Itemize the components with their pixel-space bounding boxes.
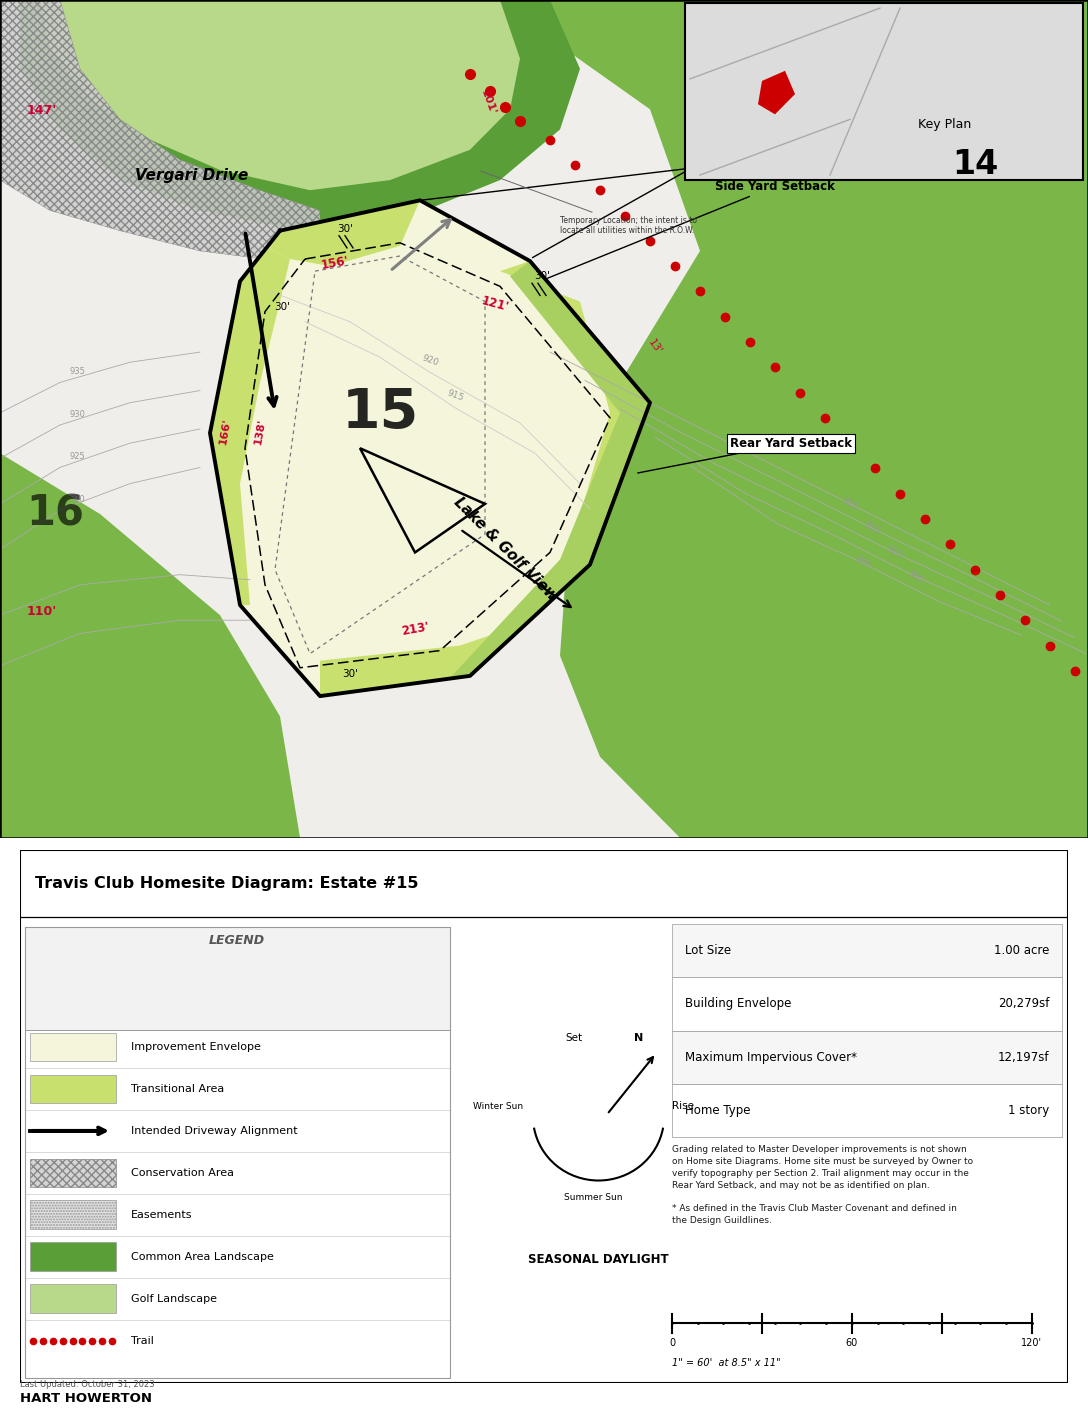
Text: 16: 16 — [26, 493, 84, 535]
Text: Set: Set — [566, 1033, 583, 1043]
Polygon shape — [0, 453, 300, 838]
Text: 20,279sf: 20,279sf — [998, 997, 1050, 1011]
Text: Improvement Envelope: Improvement Envelope — [131, 1042, 261, 1052]
Text: Lake & Golf View: Lake & Golf View — [450, 494, 559, 604]
Text: Vergari Drive: Vergari Drive — [135, 168, 248, 183]
Polygon shape — [210, 231, 290, 605]
Text: 156': 156' — [320, 255, 350, 272]
Text: 910: 910 — [885, 545, 904, 560]
Text: Building Envelope: Building Envelope — [684, 997, 791, 1011]
Text: 0: 0 — [669, 1338, 675, 1347]
Text: 121': 121' — [480, 294, 510, 314]
Text: 110': 110' — [27, 605, 58, 618]
Text: 15: 15 — [342, 386, 419, 439]
FancyBboxPatch shape — [685, 3, 1083, 180]
Text: 920: 920 — [420, 353, 440, 367]
Text: 213': 213' — [400, 621, 430, 638]
Bar — [672, 1084, 1062, 1138]
Text: 13': 13' — [646, 338, 664, 356]
Polygon shape — [0, 0, 320, 260]
Text: 147': 147' — [27, 104, 58, 117]
Text: Home Type: Home Type — [684, 1104, 750, 1117]
Polygon shape — [20, 0, 580, 231]
Text: 30': 30' — [342, 669, 358, 679]
Text: 915: 915 — [445, 389, 465, 403]
Text: Rise: Rise — [672, 1101, 694, 1111]
Text: LEGEND: LEGEND — [209, 934, 264, 948]
Text: 138': 138' — [252, 417, 268, 445]
Bar — [30, 1159, 116, 1187]
Text: N: N — [634, 1033, 643, 1043]
Bar — [30, 1032, 116, 1062]
Text: Intended Driveway Alignment: Intended Driveway Alignment — [131, 1126, 297, 1136]
Text: 166': 166' — [218, 417, 232, 445]
Text: Common Area Landscape: Common Area Landscape — [131, 1252, 274, 1262]
Text: 930: 930 — [70, 410, 86, 418]
Text: 900: 900 — [852, 555, 871, 570]
Bar — [25, 928, 449, 1377]
Text: 12,197sf: 12,197sf — [998, 1050, 1050, 1063]
Text: Travis Club Homesite Diagram: Estate #15: Travis Club Homesite Diagram: Estate #15 — [35, 876, 419, 891]
Text: 120': 120' — [1022, 1338, 1042, 1347]
Text: Trail: Trail — [131, 1336, 153, 1346]
Text: Property Line: Property Line — [532, 122, 805, 258]
Text: 915: 915 — [863, 520, 881, 536]
Polygon shape — [490, 0, 1088, 838]
Text: Rear Yard Setback: Rear Yard Setback — [638, 436, 852, 473]
Text: Last Updated: October 31, 2023: Last Updated: October 31, 2023 — [20, 1380, 154, 1390]
Text: Winter Sun: Winter Sun — [473, 1102, 523, 1111]
Polygon shape — [758, 70, 795, 114]
Text: 101': 101' — [479, 89, 497, 117]
Polygon shape — [450, 260, 650, 677]
Text: Grading related to Master Developer improvements is not shown
on Home site Diagr: Grading related to Master Developer impr… — [672, 1145, 973, 1225]
Text: 920: 920 — [840, 496, 860, 513]
Bar — [30, 1242, 116, 1271]
Polygon shape — [40, 0, 520, 190]
Bar — [672, 924, 1062, 977]
Text: 14: 14 — [952, 148, 998, 182]
Polygon shape — [500, 260, 650, 565]
Polygon shape — [320, 635, 490, 696]
Text: Transitional Area: Transitional Area — [131, 1084, 224, 1094]
Text: Side Yard Setback: Side Yard Setback — [547, 180, 834, 279]
Text: 925: 925 — [70, 452, 86, 462]
Bar — [30, 1284, 116, 1314]
Text: 30': 30' — [534, 272, 551, 282]
Text: 920: 920 — [70, 494, 86, 504]
Text: 30': 30' — [337, 224, 353, 234]
Text: Easements: Easements — [131, 1209, 193, 1219]
Text: Golf Landscape: Golf Landscape — [131, 1294, 217, 1304]
Bar — [672, 977, 1062, 1031]
Polygon shape — [270, 200, 420, 266]
Text: Conservation Area: Conservation Area — [131, 1167, 234, 1178]
Text: 1" = 60'  at 8.5" x 11": 1" = 60' at 8.5" x 11" — [672, 1359, 780, 1369]
Polygon shape — [0, 0, 1088, 838]
Text: Temporary Location; the intent is to
locate all utilities within the R.O.W.: Temporary Location; the intent is to loc… — [481, 170, 697, 235]
Text: 1.00 acre: 1.00 acre — [994, 945, 1050, 957]
Polygon shape — [210, 200, 650, 696]
Text: 905: 905 — [906, 569, 926, 584]
Text: Lot Size: Lot Size — [684, 945, 731, 957]
Bar — [25, 928, 449, 1029]
Text: 30': 30' — [274, 301, 290, 311]
Text: HART HOWERTON: HART HOWERTON — [20, 1393, 151, 1405]
Text: 935: 935 — [70, 367, 86, 376]
Text: Summer Sun: Summer Sun — [564, 1194, 622, 1202]
Text: Front Yard Setback: Front Yard Setback — [423, 151, 841, 200]
Text: 60: 60 — [845, 1338, 858, 1347]
Bar — [30, 1201, 116, 1229]
Text: 1 story: 1 story — [1009, 1104, 1050, 1117]
Text: Maximum Impervious Cover*: Maximum Impervious Cover* — [684, 1050, 856, 1063]
Text: SEASONAL DAYLIGHT: SEASONAL DAYLIGHT — [529, 1253, 669, 1266]
Bar — [30, 1074, 116, 1104]
Text: Key Plan: Key Plan — [918, 118, 972, 131]
Bar — [672, 1031, 1062, 1084]
